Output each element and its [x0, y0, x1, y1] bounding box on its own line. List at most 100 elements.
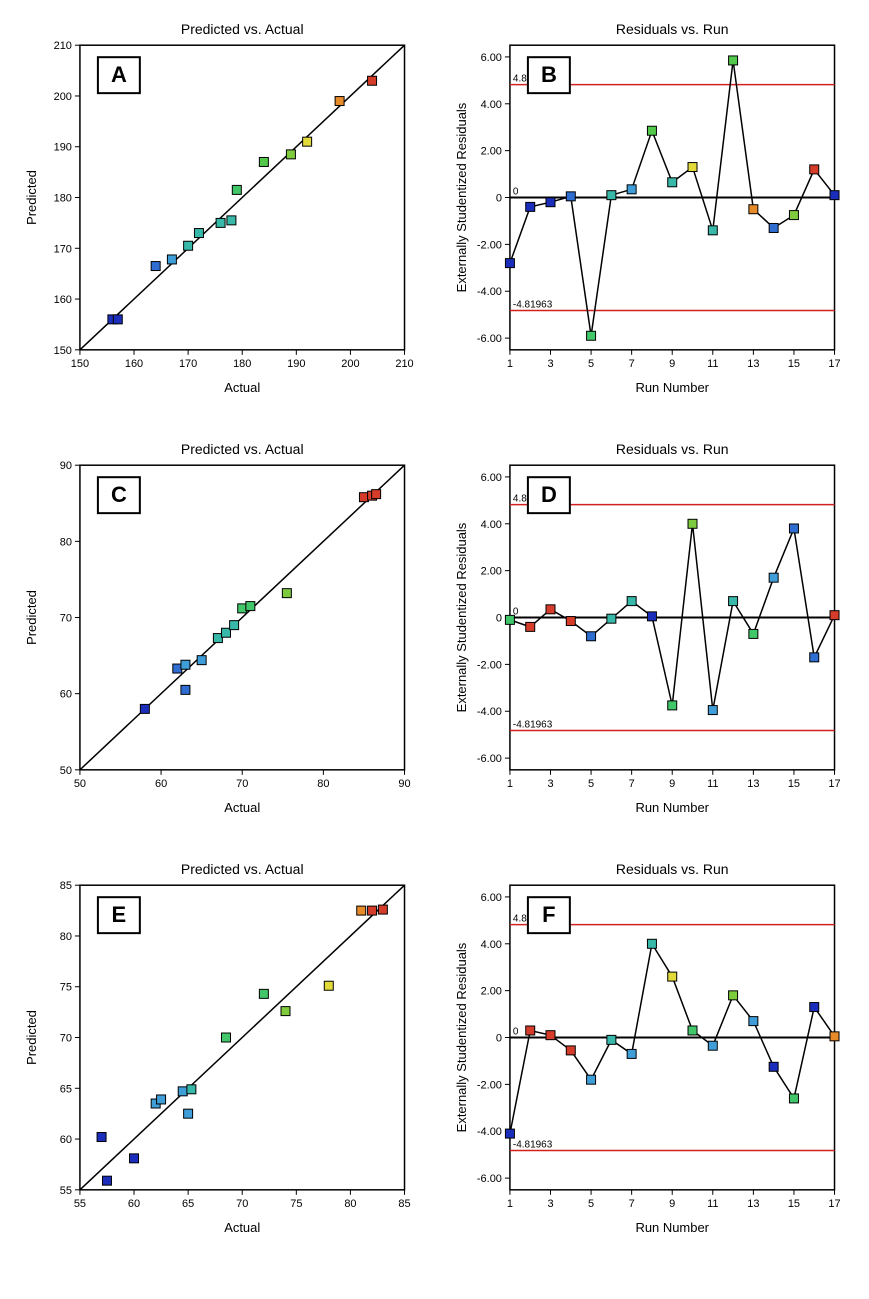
data-marker [378, 905, 387, 914]
data-marker [789, 524, 798, 533]
x-tick-label: 7 [628, 358, 634, 370]
y-tick-label: 50 [60, 765, 72, 777]
data-marker [769, 1062, 778, 1071]
data-marker [769, 223, 778, 232]
data-marker [809, 165, 818, 174]
y-tick-label: 2.00 [480, 146, 501, 158]
data-marker [259, 989, 268, 998]
y-tick-label: 70 [60, 613, 72, 625]
data-marker [688, 519, 697, 528]
data-marker [184, 241, 193, 250]
chart-title: Residuals vs. Run [615, 21, 728, 37]
x-tick-label: 13 [747, 1198, 759, 1210]
y-tick-label: 70 [60, 1033, 72, 1045]
x-tick-label: 3 [547, 778, 553, 790]
data-marker [259, 157, 268, 166]
data-marker [97, 1133, 106, 1142]
y-tick-label: 6.00 [480, 472, 501, 484]
x-tick-label: 17 [828, 778, 840, 790]
data-marker [525, 1026, 534, 1035]
data-marker [586, 1075, 595, 1084]
chart-title: Predicted vs. Actual [181, 21, 304, 37]
y-axis-label: Predicted [24, 1010, 39, 1065]
data-marker [728, 991, 737, 1000]
x-tick-label: 15 [787, 1198, 799, 1210]
data-marker [708, 706, 717, 715]
data-marker [728, 597, 737, 606]
x-tick-label: 55 [74, 1198, 86, 1210]
data-marker [178, 1087, 187, 1096]
x-tick-label: 9 [669, 358, 675, 370]
data-marker [830, 611, 839, 620]
x-tick-label: 13 [747, 778, 759, 790]
y-tick-label: -2.00 [476, 239, 501, 251]
data-marker [194, 229, 203, 238]
y-tick-label: 80 [60, 931, 72, 943]
y-tick-label: 55 [60, 1185, 72, 1197]
data-marker [181, 685, 190, 694]
chart-svg: Predicted vs. Actual50607080905060708090… [20, 440, 420, 820]
y-axis-label: Predicted [24, 170, 39, 225]
y-tick-label: 80 [60, 536, 72, 548]
y-tick-label: 200 [54, 91, 72, 103]
x-tick-label: 7 [628, 1198, 634, 1210]
chart-title: Residuals vs. Run [615, 441, 728, 457]
x-tick-label: 15 [787, 358, 799, 370]
x-tick-label: 9 [669, 778, 675, 790]
chart-title: Predicted vs. Actual [181, 861, 304, 877]
data-marker [688, 163, 697, 172]
data-marker [281, 1007, 290, 1016]
x-tick-label: 65 [182, 1198, 194, 1210]
data-marker [335, 97, 344, 106]
data-marker [197, 656, 206, 665]
y-axis-label: Externally Studentized Residuals [453, 522, 468, 712]
panel-letter: F [542, 902, 555, 927]
x-tick-label: 5 [588, 1198, 594, 1210]
data-marker [157, 1095, 166, 1104]
chart-svg: Predicted vs. Actual15016017018019020021… [20, 20, 420, 400]
x-tick-label: 7 [628, 778, 634, 790]
y-tick-label: 4.00 [480, 939, 501, 951]
data-marker [227, 216, 236, 225]
data-marker [546, 198, 555, 207]
data-marker [286, 150, 295, 159]
data-marker [221, 1033, 230, 1042]
x-tick-label: 180 [233, 358, 251, 370]
zero-label: 0 [512, 1027, 518, 1038]
x-axis-label: Run Number [635, 800, 709, 815]
y-tick-label: 4.00 [480, 99, 501, 111]
x-tick-label: 85 [398, 1198, 410, 1210]
y-tick-label: 65 [60, 1083, 72, 1095]
data-marker [505, 259, 514, 268]
data-marker [647, 126, 656, 135]
data-marker [216, 218, 225, 227]
x-tick-label: 13 [747, 358, 759, 370]
data-marker [728, 56, 737, 65]
lower-limit-label: -4.81963 [512, 719, 552, 730]
lower-limit-label: -4.81963 [512, 299, 552, 310]
panel-a: Predicted vs. Actual15016017018019020021… [20, 20, 420, 400]
data-marker [667, 701, 676, 710]
y-tick-label: -4.00 [476, 286, 501, 298]
y-tick-label: -2.00 [476, 1079, 501, 1091]
y-tick-label: 90 [60, 460, 72, 472]
data-marker [809, 653, 818, 662]
x-tick-label: 160 [125, 358, 143, 370]
data-marker [102, 1176, 111, 1185]
x-tick-label: 60 [155, 778, 167, 790]
x-axis-label: Actual [224, 1220, 260, 1235]
lower-limit-label: -4.81963 [512, 1139, 552, 1150]
data-marker [303, 137, 312, 146]
data-marker [708, 1041, 717, 1050]
y-tick-label: 60 [60, 1134, 72, 1146]
y-axis-label: Predicted [24, 590, 39, 645]
panel-d: Residuals vs. Run1357911131517-6.00-4.00… [450, 440, 850, 820]
x-tick-label: 80 [317, 778, 329, 790]
panel-e: Predicted vs. Actual55606570758085556065… [20, 860, 420, 1240]
x-tick-label: 5 [588, 358, 594, 370]
y-tick-label: -2.00 [476, 659, 501, 671]
data-marker [546, 605, 555, 614]
panel-letter: A [111, 62, 127, 87]
data-marker [667, 972, 676, 981]
data-marker [789, 211, 798, 220]
